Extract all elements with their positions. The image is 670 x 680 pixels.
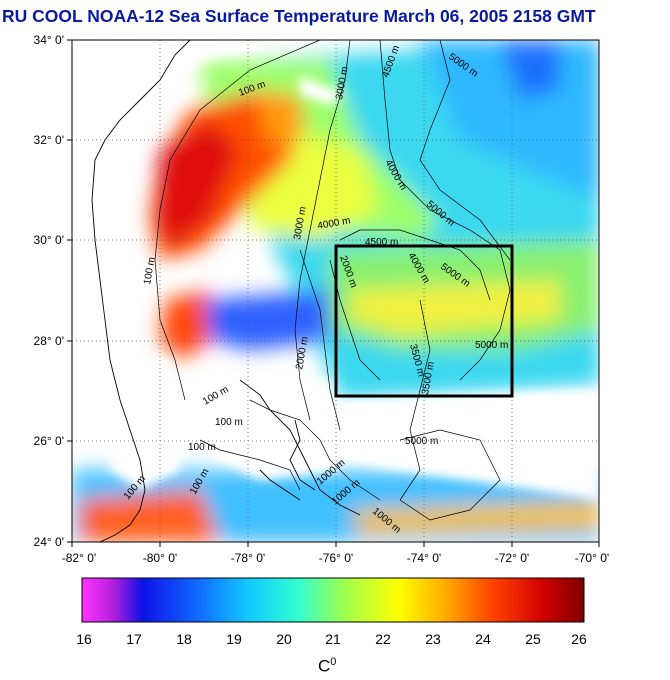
colorbar-tick-label: 18 [176, 631, 192, 647]
lat-tick-label: 32° 0' [34, 133, 64, 147]
axis-ticks [67, 39, 600, 547]
lon-tick-label: -80° 0' [143, 551, 177, 565]
lat-tick-label: 24° 0' [34, 535, 64, 549]
contour-label: 100 m [188, 442, 216, 453]
colorbar-labels: 16 17 18 19 20 21 22 23 24 25 26 [76, 631, 587, 647]
longitude-labels: -82° 0' -80° 0' -78° 0' -76° 0' -74° 0' … [62, 551, 609, 565]
colorbar [81, 577, 585, 623]
contour-label: 100 m [215, 417, 243, 428]
colorbar-tick-label: 19 [226, 631, 242, 647]
contour-label: 100 m [142, 256, 158, 285]
contour-label: 5000 m [405, 436, 438, 447]
unit-superscript: 0 [330, 656, 337, 668]
lat-tick-label: 26° 0' [34, 434, 64, 448]
lon-tick-label: -82° 0' [62, 551, 96, 565]
contour-label: 5000 m [475, 340, 508, 351]
colorbar-tick-label: 21 [325, 631, 341, 647]
colorbar-tick-label: 24 [475, 631, 491, 647]
coastline [91, 40, 361, 542]
lat-tick-label: 28° 0' [34, 334, 64, 348]
colorbar-tick-label: 16 [76, 631, 92, 647]
latitude-labels: 34° 0' 32° 0' 30° 0' 28° 0' 26° 0' 24° 0… [34, 33, 64, 549]
bathymetry-contours [154, 40, 511, 521]
lon-tick-label: -70° 0' [575, 551, 609, 565]
colorbar-unit-label: C0 [318, 656, 336, 677]
lon-tick-label: -74° 0' [407, 551, 441, 565]
colorbar-tick-label: 20 [276, 631, 292, 647]
colorbar-tick-label: 25 [525, 631, 541, 647]
map-title: RU COOL NOAA-12 Sea Surface Temperature … [2, 6, 596, 26]
lon-tick-label: -72° 0' [495, 551, 529, 565]
colorbar-tick-label: 23 [425, 631, 441, 647]
lon-tick-label: -76° 0' [319, 551, 353, 565]
colorbar-tick-label: 22 [375, 631, 391, 647]
colorbar-tick-label: 17 [126, 631, 142, 647]
colorbar-tick-label: 26 [571, 631, 587, 647]
lat-tick-label: 30° 0' [34, 233, 64, 247]
contour-label: 4500 m [365, 237, 398, 248]
study-area-box [334, 244, 514, 398]
lon-tick-label: -78° 0' [231, 551, 265, 565]
unit-base: C [318, 656, 331, 676]
lat-tick-label: 34° 0' [34, 33, 64, 47]
